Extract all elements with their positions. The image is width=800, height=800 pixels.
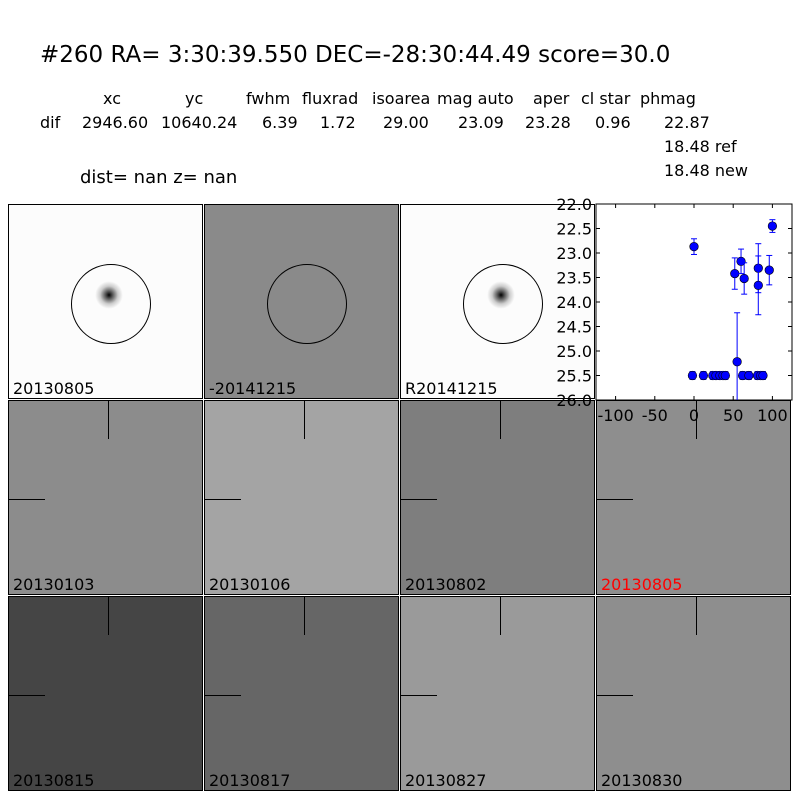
cutout-date-label: 20130805 bbox=[601, 575, 683, 594]
data-point bbox=[756, 370, 766, 381]
source-blob bbox=[694, 671, 710, 687]
source-blob bbox=[487, 670, 513, 696]
value-fluxrad: 1.72 bbox=[320, 113, 356, 132]
crosshair-hline bbox=[401, 695, 437, 697]
cutout-image-20130827: 20130827 bbox=[400, 596, 595, 791]
crosshair-hline bbox=[9, 499, 45, 501]
crosshair-vline bbox=[304, 597, 306, 635]
data-point bbox=[718, 370, 728, 381]
crosshair-hline bbox=[9, 695, 45, 697]
cutout-date-label: 20130802 bbox=[405, 575, 487, 594]
cutout-date-label: R20141215 bbox=[405, 379, 498, 398]
crosshair-vline bbox=[696, 597, 698, 635]
value-phmag: 22.87 bbox=[664, 113, 710, 132]
crosshair-hline bbox=[205, 499, 241, 501]
data-point bbox=[715, 370, 725, 381]
header-xc: xc bbox=[103, 89, 121, 108]
source-blob bbox=[300, 485, 319, 504]
data-point bbox=[767, 221, 778, 231]
cutout-image-20130103: 20130103 bbox=[8, 400, 203, 595]
data-point bbox=[739, 273, 749, 284]
crosshair-vline bbox=[108, 401, 110, 439]
source-blob bbox=[497, 475, 513, 491]
header-phmag: phmag bbox=[640, 89, 696, 108]
data-point bbox=[711, 370, 721, 381]
cutout-date-label: 20130805 bbox=[13, 379, 95, 398]
ref-mag: 18.48 ref bbox=[664, 137, 737, 156]
cutout-image-20130830: 20130830 bbox=[596, 596, 791, 791]
data-point bbox=[708, 370, 718, 381]
value-fwhm: 6.39 bbox=[262, 113, 298, 132]
crosshair-vline bbox=[108, 597, 110, 635]
cutout-image-20130805: 20130805 bbox=[8, 204, 203, 399]
cutout-image-20130802: 20130802 bbox=[400, 400, 595, 595]
data-point bbox=[764, 265, 774, 275]
source-blob bbox=[103, 476, 125, 498]
header-cl-star: cl star bbox=[581, 89, 631, 108]
source-blob bbox=[100, 669, 116, 685]
crosshair-vline bbox=[304, 401, 306, 439]
aperture-circle bbox=[267, 264, 347, 344]
aperture-circle bbox=[463, 264, 543, 344]
crosshair-vline bbox=[500, 597, 502, 635]
cutout-image-R20141215: R20141215 bbox=[400, 204, 595, 399]
cutout-date-label: 20130817 bbox=[209, 771, 291, 790]
crosshair-hline bbox=[205, 695, 241, 697]
cutout-image--20141215: -20141215 bbox=[204, 204, 399, 399]
cutout-image-20130815: 20130815 bbox=[8, 596, 203, 791]
cutout-date-label: 20130830 bbox=[601, 771, 683, 790]
plot-area bbox=[595, 203, 793, 401]
header-fwhm: fwhm bbox=[246, 89, 291, 108]
new-mag: 18.48 new bbox=[664, 161, 748, 180]
value-mag-auto: 23.09 bbox=[458, 113, 504, 132]
crosshair-hline bbox=[401, 499, 437, 501]
value-aper: 23.28 bbox=[525, 113, 571, 132]
aperture-circle bbox=[71, 264, 151, 344]
data-point bbox=[744, 370, 754, 381]
figure-title: #260 RA= 3:30:39.550 DEC=-28:30:44.49 sc… bbox=[40, 42, 671, 68]
cutout-image-20130106: 20130106 bbox=[204, 400, 399, 595]
cutout-date-label: 20130103 bbox=[13, 575, 95, 594]
data-point bbox=[698, 370, 709, 381]
data-point bbox=[732, 357, 742, 367]
data-point bbox=[687, 370, 698, 381]
cutout-date-label: -20141215 bbox=[209, 379, 297, 398]
cutout-date-label: 20130815 bbox=[13, 771, 95, 790]
value-cl-star: 0.96 bbox=[595, 113, 631, 132]
data-point bbox=[730, 268, 740, 279]
value-yc: 10640.24 bbox=[161, 113, 238, 132]
crosshair-hline bbox=[597, 499, 633, 501]
data-point bbox=[736, 256, 746, 266]
data-point bbox=[752, 370, 763, 381]
cutout-date-label: 20130106 bbox=[209, 575, 291, 594]
value-isoarea: 29.00 bbox=[383, 113, 429, 132]
data-point bbox=[758, 370, 768, 381]
data-point bbox=[753, 280, 763, 290]
header-mag-auto: mag auto bbox=[437, 89, 514, 108]
data-points bbox=[687, 219, 778, 400]
value-xc: 2946.60 bbox=[82, 113, 149, 132]
header-fluxrad: fluxrad bbox=[302, 89, 359, 108]
header-aper: aper bbox=[533, 89, 570, 108]
source-blob bbox=[683, 479, 709, 505]
source-blob bbox=[293, 671, 315, 693]
cutout-image-20130817: 20130817 bbox=[204, 596, 399, 791]
crosshair-vline bbox=[500, 401, 502, 439]
data-point bbox=[753, 263, 763, 273]
data-point bbox=[738, 370, 748, 381]
dist-z-line: dist= nan z= nan bbox=[80, 167, 238, 188]
data-point bbox=[689, 242, 699, 252]
crosshair-hline bbox=[597, 695, 633, 697]
crosshair-vline bbox=[696, 401, 698, 439]
cutout-date-label: 20130827 bbox=[405, 771, 487, 790]
data-point bbox=[720, 370, 730, 381]
header-yc: yc bbox=[185, 89, 204, 108]
header-isoarea: isoarea bbox=[372, 89, 431, 108]
cutout-image-20130805: 20130805 bbox=[596, 400, 791, 595]
row-label: dif bbox=[40, 113, 61, 132]
